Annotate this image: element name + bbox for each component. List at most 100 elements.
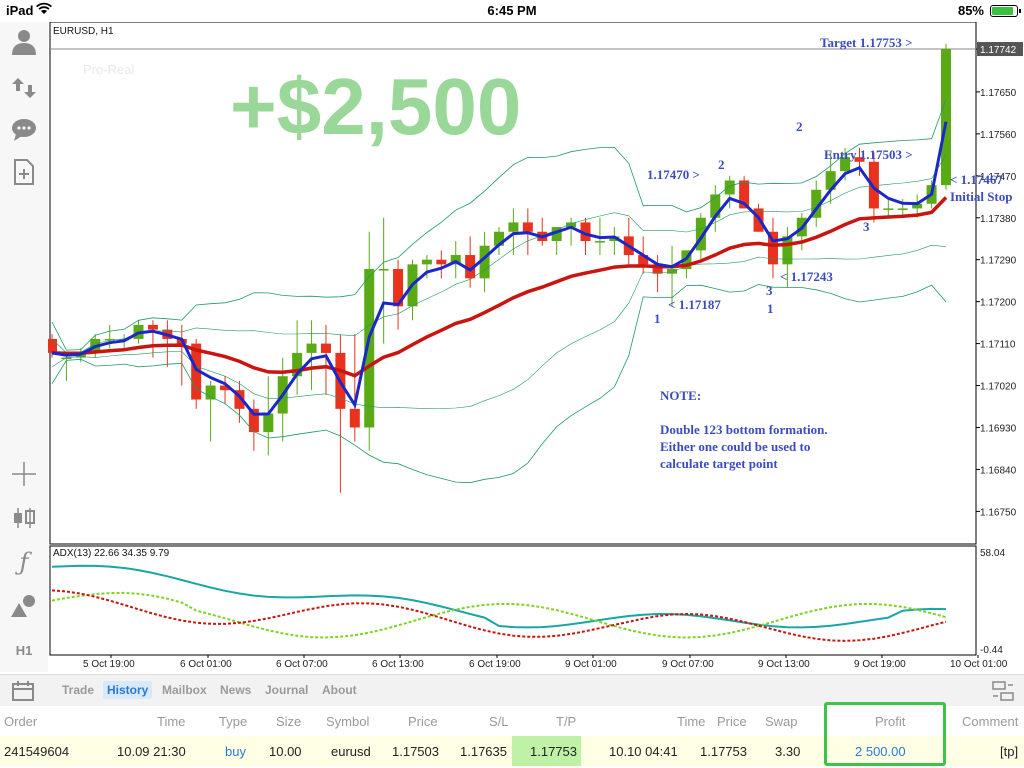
candle-up <box>479 245 490 279</box>
col-type[interactable]: Type <box>219 714 248 729</box>
cell-symbol: eurusd <box>331 744 371 759</box>
col-swap[interactable]: Swap <box>765 714 798 729</box>
note-line-1: Double 123 bottom formation. <box>660 422 828 437</box>
cell-tp: 1.17753 <box>530 744 577 759</box>
col-comment[interactable]: Comment <box>962 714 1019 729</box>
table-row-right: 1.17753 10.10 04:41 1.17753 3.30 2 500.0… <box>0 736 1024 766</box>
x-tick-label: 9 Oct 19:00 <box>854 659 906 670</box>
x-tick-label: 6 Oct 01:00 <box>180 659 232 670</box>
chart-svg[interactable]: 1.17742 1.17650 1.17560 1.17470 1.17380 1.172… <box>48 22 1024 672</box>
price-plot-frame <box>49 22 977 545</box>
x-tick-label: 6 Oct 13:00 <box>372 659 424 670</box>
tab-trade[interactable]: Trade <box>62 683 95 697</box>
candle-up <box>724 180 735 195</box>
candle-down <box>580 222 591 242</box>
y-tick-label: 1.17650 <box>980 88 1017 99</box>
battery-icon <box>990 5 1021 17</box>
history-table-header: Order Time Type Size Symbol Price S/L T/… <box>0 706 1024 736</box>
layout-toggle-icon[interactable] <box>992 681 1014 706</box>
y-tick-label: 1.17020 <box>980 382 1017 393</box>
candle-up <box>104 338 115 341</box>
candle-up <box>551 227 562 242</box>
tab-journal[interactable]: Journal <box>265 683 309 697</box>
candle-down <box>220 385 231 391</box>
cell-comment: [tp] <box>1000 744 1019 759</box>
candle-down <box>465 255 476 279</box>
low1-annotation: < 1.17187 <box>668 297 721 312</box>
objects-icon[interactable] <box>8 590 40 622</box>
col-order[interactable]: Order <box>4 714 38 729</box>
status-bar: iPad 6:45 PM 85% <box>0 0 1024 22</box>
col-close-price[interactable]: Price <box>717 714 747 729</box>
x-tick-label: 9 Oct 13:00 <box>758 659 810 670</box>
candle-up <box>263 413 274 433</box>
candle-up <box>594 241 605 243</box>
stop-label-annotation: Initial Stop <box>950 189 1013 204</box>
left-toolbar: ƒ H1 <box>0 22 48 672</box>
cell-type: buy <box>225 744 246 759</box>
cell-swap: 3.30 <box>775 744 801 759</box>
candle-up <box>710 194 721 218</box>
candle-up <box>782 236 793 265</box>
candle-down <box>147 324 158 330</box>
candle-down <box>868 161 879 209</box>
y-tick-label: 1.17110 <box>980 340 1016 351</box>
chat-icon[interactable] <box>8 114 40 146</box>
tab-history[interactable]: History <box>103 681 153 699</box>
candle-up <box>695 217 706 251</box>
col-profit[interactable]: Profit <box>875 714 906 729</box>
bollinger-upper <box>51 99 947 351</box>
y-tick-label: 1.16840 <box>980 465 1017 476</box>
col-sl[interactable]: S/L <box>489 714 509 729</box>
y-tick-label: 1.17290 <box>980 256 1017 267</box>
low2-annotation: < 1.17243 <box>780 269 833 284</box>
col-symbol[interactable]: Symbol <box>326 714 370 729</box>
battery-percent: 85% <box>957 3 984 18</box>
indicator-label: ADX(13) 22.66 34.35 9.79 <box>53 548 170 559</box>
candle-down <box>234 390 245 409</box>
account-icon[interactable] <box>8 26 40 58</box>
wave-2a-label: 2 <box>796 119 803 134</box>
x-tick-label: 9 Oct 01:00 <box>565 659 617 670</box>
bollinger-lower <box>51 284 947 484</box>
trade-arrows-icon[interactable] <box>8 72 40 104</box>
col-close-time[interactable]: Time <box>677 714 706 729</box>
overlay-label: Pro-Real <box>83 62 134 77</box>
wave-3a-label: 3 <box>863 219 870 234</box>
candlestick-icon[interactable] <box>8 502 40 534</box>
cell-size: 10.00 <box>269 744 302 759</box>
candle-up <box>941 49 951 186</box>
calendar-icon[interactable] <box>12 681 34 706</box>
candle-up <box>494 231 504 246</box>
candle-down <box>854 157 865 162</box>
terminal-tab-bar: Trade History Mailbox News Journal About <box>0 674 1024 706</box>
wave-2b-label: 2 <box>718 157 725 172</box>
new-order-icon[interactable] <box>8 156 40 188</box>
crosshair-icon[interactable] <box>8 458 40 490</box>
tab-about[interactable]: About <box>322 683 357 697</box>
wave-1b-label: 1 <box>767 301 774 316</box>
candle-down <box>349 408 360 428</box>
candle-up <box>840 157 851 172</box>
col-size[interactable]: Size <box>276 714 302 729</box>
price-chart[interactable]: 1.17742 1.17650 1.17560 1.17470 1.17380 1.172… <box>48 22 1024 672</box>
candle-down <box>436 259 447 265</box>
y-tick-label: 1.16930 <box>980 423 1017 434</box>
clock: 6:45 PM <box>487 3 537 18</box>
stop-price-annotation: < 1.17467 <box>950 172 1003 187</box>
tab-news[interactable]: News <box>220 683 252 697</box>
x-tick-label: 6 Oct 07:00 <box>276 659 328 670</box>
tp-highlight <box>512 736 581 766</box>
symbol-label: EURUSD, H1 <box>53 26 114 37</box>
timeframe-icon[interactable]: H1 <box>15 642 33 658</box>
tab-mailbox[interactable]: Mailbox <box>162 683 207 697</box>
col-time[interactable]: Time <box>157 714 186 729</box>
col-tp[interactable]: T/P <box>556 714 577 729</box>
col-price[interactable]: Price <box>408 714 438 729</box>
wifi-icon <box>36 2 52 19</box>
indicators-icon[interactable]: ƒ <box>19 548 29 576</box>
candle-up <box>292 352 303 377</box>
candle-down <box>522 222 533 232</box>
y-tick-label: 1.17380 <box>980 214 1017 225</box>
